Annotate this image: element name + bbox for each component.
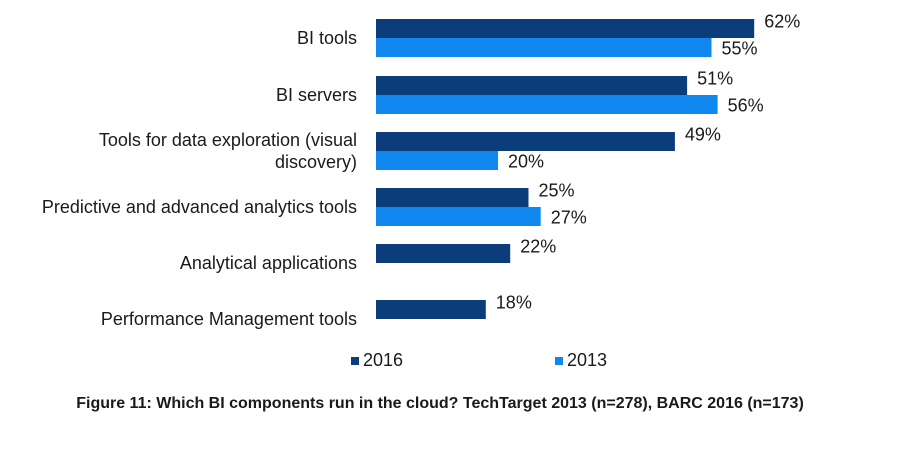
category-label: Analytical applications	[180, 253, 357, 273]
value-label-2013: 27%	[551, 208, 587, 228]
legend-swatch-2016	[351, 356, 359, 365]
value-label-2016: 25%	[539, 181, 575, 201]
legend-label-2013: 2013	[567, 350, 608, 370]
bar-2016	[376, 132, 675, 151]
category-label: Tools for data exploration (visual discov…	[99, 130, 357, 172]
value-label-2016: 62%	[764, 12, 800, 32]
category-label: BI tools	[297, 28, 357, 48]
bar-2016	[376, 76, 688, 95]
figure-caption: Figure 11: Which BI components run in th…	[76, 395, 804, 412]
legend: 2016 2013	[0, 350, 910, 372]
bar-2016	[376, 188, 529, 207]
legend-item-2016: 2016	[351, 350, 403, 371]
bar-2013	[376, 95, 718, 114]
value-label-2016: 51%	[697, 69, 733, 89]
legend-item-2013: 2013	[555, 350, 607, 371]
value-label-2016: 49%	[685, 125, 721, 145]
value-label-2013: 20%	[508, 152, 544, 172]
value-label-2013: 55%	[722, 39, 758, 59]
bar-chart: BI tools 62% 55% BI servers 51% 56% Tools for …	[42, 12, 800, 330]
bar-2013	[376, 207, 541, 226]
bar-2013	[376, 151, 498, 170]
bar-2016	[376, 300, 486, 319]
legend-label-2016: 2016	[363, 350, 404, 370]
value-label-2016: 18%	[496, 293, 532, 313]
value-label-2013: 56%	[728, 96, 764, 116]
value-label-2016: 22%	[520, 237, 556, 257]
bar-2013	[376, 38, 712, 57]
category-label: BI servers	[276, 85, 357, 105]
legend-swatch-2013	[555, 356, 563, 365]
bar-2016	[376, 244, 511, 263]
category-label: Performance Management tools	[101, 309, 357, 329]
bar-2016	[376, 19, 755, 38]
category-label: Predictive and advanced analytics tools	[42, 197, 357, 217]
